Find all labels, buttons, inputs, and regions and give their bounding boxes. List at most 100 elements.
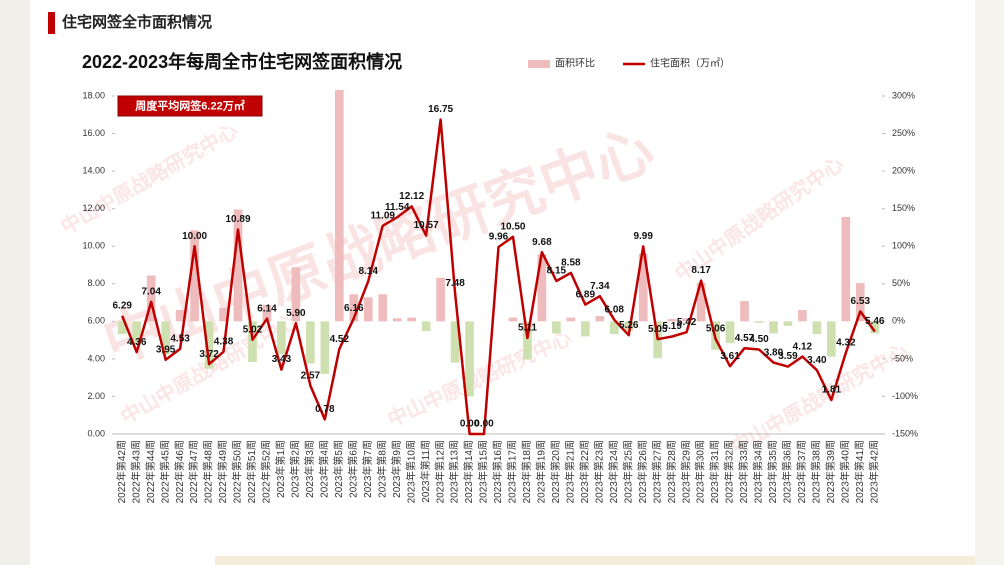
x-tick-label: 2023年第26周 bbox=[636, 440, 649, 503]
legend: 面积环比 住宅面积（万㎡） bbox=[528, 57, 730, 70]
data-label: 3.61 bbox=[720, 351, 740, 362]
data-label: 9.68 bbox=[532, 237, 552, 248]
data-label: 10.50 bbox=[500, 221, 525, 232]
bar bbox=[566, 317, 576, 322]
bar bbox=[349, 294, 359, 322]
data-label: 5.06 bbox=[706, 324, 726, 335]
x-tick-label: 2023年第28周 bbox=[665, 440, 678, 503]
x-tick-label: 2023年第14周 bbox=[462, 440, 475, 503]
data-label: 5.02 bbox=[243, 324, 263, 335]
bar bbox=[248, 321, 257, 362]
x-tick-label: 2023年第17周 bbox=[506, 440, 519, 503]
bar bbox=[378, 294, 388, 322]
y2-tick-label: 250% bbox=[892, 128, 915, 138]
data-label: 1.81 bbox=[822, 385, 842, 396]
y-tick-label: 8.00 bbox=[87, 278, 105, 288]
data-label: 3.72 bbox=[199, 349, 219, 360]
x-tick-label: 2023年第36周 bbox=[781, 440, 794, 503]
x-tick-label: 2023年第33周 bbox=[737, 440, 750, 503]
x-tick-label: 2022年第44周 bbox=[144, 440, 157, 503]
y2-tick-label: 200% bbox=[892, 165, 915, 175]
annotation: 周度平均网签6.22万㎡ bbox=[135, 98, 244, 112]
data-label: 10.00 bbox=[182, 231, 207, 242]
x-tick-label: 2023年第20周 bbox=[549, 440, 562, 503]
y2-tick-label: -100% bbox=[892, 391, 918, 401]
y-tick-label: 6.00 bbox=[87, 316, 105, 326]
bottom-strip bbox=[215, 556, 975, 565]
annotation-box bbox=[117, 95, 263, 117]
data-label: 6.08 bbox=[605, 304, 625, 315]
y-tick-label: 4.00 bbox=[87, 353, 105, 363]
x-tick-label: 2023年第10周 bbox=[404, 440, 417, 503]
bar bbox=[291, 267, 301, 322]
y-tick-label: 14.00 bbox=[82, 165, 105, 175]
plot: 0.00 2.00 4.00 6.00 8.00 10.00 12.00 14.00 16.00… bbox=[82, 90, 918, 503]
data-label: 11.09 bbox=[370, 210, 395, 221]
bar bbox=[161, 321, 170, 355]
line bbox=[121, 118, 876, 436]
data-label: 6.29 bbox=[113, 301, 133, 312]
data-label: 8.17 bbox=[691, 265, 711, 276]
bar bbox=[146, 275, 156, 322]
legend-swatch bbox=[528, 60, 550, 68]
x-tick-label: 2023年第38周 bbox=[810, 440, 823, 503]
bar bbox=[595, 316, 605, 322]
x-tick-label: 2022年第50周 bbox=[231, 440, 244, 503]
data-label: 4.32 bbox=[836, 338, 856, 349]
side-strip bbox=[975, 0, 1004, 565]
x-tick-label: 2023年第12周 bbox=[433, 440, 446, 503]
x-tick-label: 2023年第22周 bbox=[578, 440, 591, 503]
data-label: 3.59 bbox=[778, 351, 798, 362]
bar bbox=[407, 317, 417, 322]
x-tick-label: 2022年第46周 bbox=[173, 440, 186, 503]
x-tick-label: 2023年第37周 bbox=[795, 440, 808, 503]
data-label: 11.54 bbox=[385, 202, 410, 213]
data-label: 5.05 bbox=[648, 324, 668, 335]
x-tick-label: 2022年第49周 bbox=[216, 440, 229, 503]
bar bbox=[219, 307, 228, 322]
chart-title: 2022-2023年每周全市住宅网签面积情况 bbox=[82, 51, 402, 72]
y2-tick-label: 0% bbox=[892, 316, 905, 326]
data-label: 4.12 bbox=[793, 341, 813, 352]
data-label: 10.89 bbox=[225, 214, 250, 225]
y2-tick-label: 100% bbox=[892, 241, 915, 251]
bar bbox=[262, 304, 272, 322]
y-tick-label: 18.00 bbox=[82, 90, 105, 100]
x-tick-label: 2022年第51周 bbox=[245, 440, 258, 503]
data-label: 2.57 bbox=[301, 370, 321, 381]
x-tick-label: 2023年第15周 bbox=[477, 440, 490, 503]
bar bbox=[769, 321, 778, 334]
data-label: 10.57 bbox=[414, 220, 439, 231]
data-label: 0.00 bbox=[474, 419, 494, 430]
data-label: 8.14 bbox=[359, 266, 379, 277]
x-tick-label: 2023年第2周 bbox=[289, 440, 302, 498]
data-label: 7.48 bbox=[445, 278, 465, 289]
data-label: 16.75 bbox=[428, 104, 453, 115]
data-label: 8.58 bbox=[561, 258, 581, 269]
bar bbox=[754, 321, 764, 323]
x-tick-label: 2022年第45周 bbox=[158, 440, 171, 503]
data-label: 6.53 bbox=[851, 296, 871, 307]
bar bbox=[508, 317, 518, 322]
bar bbox=[624, 321, 634, 332]
x-tick-label: 2023年第27周 bbox=[650, 440, 663, 503]
data-label: 9.99 bbox=[633, 231, 653, 242]
bar bbox=[204, 321, 214, 369]
x-tick-label: 2023年第8周 bbox=[375, 440, 388, 498]
x-tick-label: 2022年第42周 bbox=[115, 440, 128, 503]
y-tick-label: 16.00 bbox=[82, 128, 105, 138]
x-tick-label: 2023年第21周 bbox=[563, 440, 576, 503]
x-tick-label: 2023年第7周 bbox=[361, 440, 374, 498]
bar bbox=[537, 254, 547, 322]
watermark: 中山中原战略研究中心 bbox=[384, 325, 575, 431]
bar bbox=[465, 321, 474, 397]
bar bbox=[277, 321, 286, 355]
y-tick-label: 10.00 bbox=[82, 241, 105, 251]
data-label: 3.80 bbox=[764, 347, 784, 358]
bar bbox=[306, 321, 315, 364]
data-label: 6.16 bbox=[344, 303, 364, 314]
data-label: 4.53 bbox=[170, 334, 190, 345]
x-tick-label: 2023年第1周 bbox=[274, 440, 287, 498]
y-tick-label: 12.00 bbox=[82, 203, 105, 213]
bar bbox=[682, 318, 691, 322]
